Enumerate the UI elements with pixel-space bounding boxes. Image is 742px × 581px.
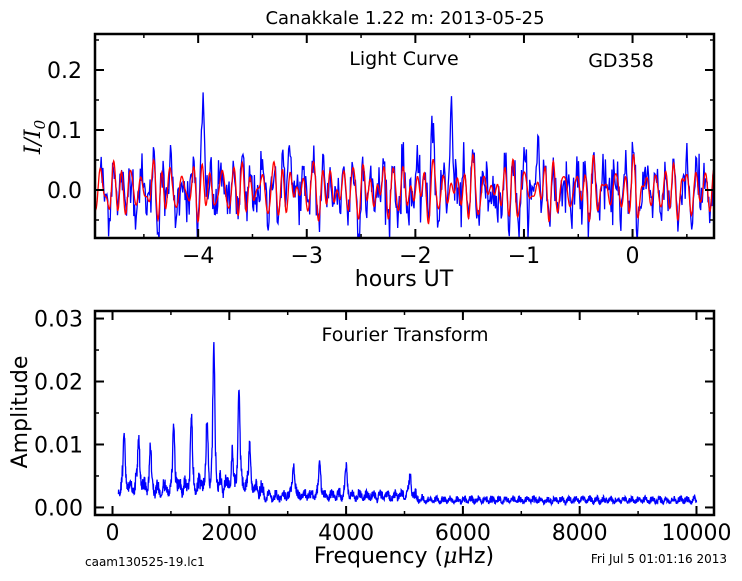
light-curve-traces	[95, 92, 714, 238]
star-name-label: GD358	[588, 50, 654, 72]
light-curve-xtick-label: 0	[626, 244, 640, 269]
fourier-ytick-label: 0.01	[34, 433, 83, 458]
light-curve-xtick-label: −2	[399, 244, 431, 269]
fourier-ytick-label: 0.03	[34, 308, 83, 333]
fourier-traces	[117, 342, 698, 507]
light-curve-ytick-label: 0.0	[47, 179, 82, 204]
fourier-ytick-label: 0.02	[34, 371, 83, 396]
light-curve-panel: −4 −3 −2 −1 0 0.0 0.1 0.2 Light Curve GD358 hou…	[21, 32, 716, 292]
fourier-panel: 0 2000 4000 6000 8000 10000 0.00 0.01 0.02 0.03 F…	[8, 308, 731, 569]
fourier-ytick-label: 0.00	[34, 496, 83, 521]
fourier-xtick-label: 2000	[201, 521, 257, 546]
light-curve-xtick-label: −4	[182, 244, 214, 269]
light-curve-frame	[93, 32, 716, 240]
fourier-spectrum-line	[117, 342, 698, 507]
light-curve-label: Light Curve	[349, 48, 459, 70]
light-curve-xtick-label: −1	[508, 244, 540, 269]
light-curve-xlabel: hours UT	[355, 267, 454, 292]
fourier-ticks: 0 2000 4000 6000 8000 10000 0.00 0.01 0.02 0.03	[34, 308, 731, 546]
light-curve-ticks: −4 −3 −2 −1 0 0.0 0.1 0.2	[47, 34, 714, 269]
footer-timestamp: Fri Jul 5 01:01:16 2013	[591, 552, 727, 566]
fourier-xtick-label: 4000	[318, 521, 374, 546]
light-curve-data-line	[99, 92, 714, 238]
light-curve-ylabel: I/I0	[21, 119, 49, 155]
fourier-xtick-label: 0	[106, 521, 120, 546]
fourier-xtick-label: 8000	[552, 521, 608, 546]
light-curve-xtick-label: −3	[291, 244, 323, 269]
light-curve-ytick-label: 0.2	[47, 59, 82, 84]
fourier-label: Fourier Transform	[321, 324, 488, 346]
fourier-xtick-label: 10000	[661, 521, 731, 546]
figure-title: Canakkale 1.22 m: 2013-05-25	[265, 8, 544, 29]
fourier-xtick-label: 6000	[435, 521, 491, 546]
fourier-ylabel: Amplitude	[8, 356, 33, 469]
light-curve-ytick-label: 0.1	[47, 119, 82, 144]
footer-filename: caam130525-19.lc1	[85, 555, 205, 569]
light-curve-fit-line	[95, 152, 714, 225]
fourier-xlabel: Frequency (μHz)	[314, 544, 494, 569]
